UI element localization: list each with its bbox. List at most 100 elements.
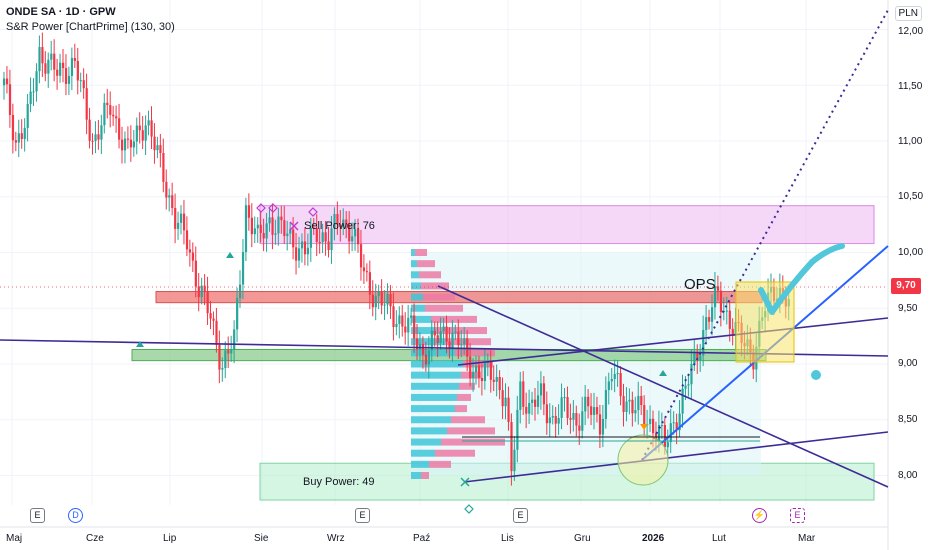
- candle-body: [398, 315, 401, 324]
- candle-body: [289, 229, 292, 234]
- candle-body: [256, 224, 259, 229]
- x-tick-label: Lut: [712, 533, 726, 544]
- candle-body: [168, 195, 171, 198]
- candle-body: [616, 373, 619, 375]
- candle-body: [206, 291, 209, 314]
- candle-body: [239, 284, 242, 299]
- candle-body: [162, 153, 165, 182]
- volume-profile-bar: [423, 293, 455, 301]
- x-tick-label: Sie: [254, 533, 269, 544]
- candle-body: [144, 125, 147, 141]
- candle-body: [584, 396, 587, 412]
- candle-body: [147, 120, 150, 126]
- candle-body: [660, 425, 664, 427]
- candle-body: [262, 233, 265, 239]
- candle-body: [498, 377, 501, 391]
- candle-body: [392, 306, 395, 328]
- candle-body: [11, 114, 15, 141]
- symbol-title[interactable]: ONDE SA · 1D · GPW: [6, 6, 116, 18]
- candle-body: [448, 341, 451, 348]
- volume-profile-bar: [411, 315, 431, 323]
- diamond-marker: [268, 203, 278, 213]
- candle-body: [35, 71, 38, 92]
- indicator-label[interactable]: S&R Power [ChartPrime] (130, 30): [6, 21, 175, 33]
- volume-profile-bar: [411, 338, 445, 346]
- candle-body: [17, 133, 20, 143]
- candle-body: [702, 330, 705, 356]
- candle-body: [669, 423, 672, 443]
- volume-profile-bar: [429, 460, 451, 468]
- volume-profile-bar: [411, 472, 421, 479]
- candle-body: [135, 125, 138, 142]
- candle-body: [548, 417, 551, 424]
- candle-body: [542, 383, 546, 405]
- volume-profile-bar: [455, 349, 495, 357]
- candle-body: [708, 317, 711, 322]
- candle-body: [554, 415, 557, 424]
- volume-profile-bar: [451, 416, 485, 424]
- up-triangle-marker: [136, 341, 144, 347]
- candle-body: [309, 227, 312, 248]
- candle-body: [560, 397, 563, 418]
- candle-body: [545, 404, 548, 424]
- candle-body: [628, 399, 631, 402]
- candle-body: [395, 323, 398, 328]
- y-tick-label: 8,50: [898, 414, 918, 425]
- candle-body: [141, 130, 144, 141]
- candle-body: [215, 320, 218, 345]
- candle-body: [357, 228, 360, 245]
- chart-header: ONDE SA · 1D · GPW S&R Power [ChartPrime…: [6, 5, 175, 35]
- candle-body: [595, 407, 599, 415]
- candle-body: [610, 379, 613, 382]
- candle-body: [197, 286, 200, 298]
- x-marker: [460, 477, 470, 487]
- candle-body: [59, 62, 62, 76]
- lightning-event-icon[interactable]: ⚡: [752, 508, 767, 523]
- candle-body: [324, 232, 327, 242]
- candle-body: [445, 326, 448, 342]
- candle-body: [424, 354, 428, 365]
- candle-body: [439, 331, 442, 343]
- earnings-event-icon[interactable]: E: [513, 508, 528, 523]
- candle-body: [112, 114, 115, 117]
- volume-profile-bar: [411, 327, 437, 335]
- x-tick-label: Paź: [413, 533, 431, 544]
- candle-body: [430, 330, 433, 351]
- volume-profile-bar: [411, 438, 441, 446]
- candle-body: [171, 195, 174, 208]
- earnings-event-icon[interactable]: E: [790, 508, 805, 523]
- currency-badge[interactable]: PLN: [894, 6, 922, 21]
- volume-profile-bar: [441, 438, 505, 446]
- dividend-event-icon[interactable]: D: [68, 508, 83, 523]
- candle-body: [351, 236, 354, 242]
- volume-profile-bar: [425, 304, 463, 312]
- candle-body: [64, 68, 68, 84]
- candle-body: [259, 224, 262, 234]
- candle-body: [407, 317, 410, 333]
- candle-body: [336, 214, 339, 225]
- candle-body: [194, 260, 197, 287]
- up-triangle-marker: [659, 370, 667, 376]
- candle-body: [711, 307, 714, 322]
- candle-body: [185, 230, 189, 250]
- candle-body: [354, 228, 357, 237]
- candle-body: [625, 401, 628, 412]
- candle-body: [587, 396, 590, 407]
- volume-profile-bar: [411, 405, 455, 413]
- earnings-event-icon[interactable]: E: [355, 508, 370, 523]
- candle-body: [477, 365, 481, 378]
- y-tick-label: 12,00: [898, 26, 924, 37]
- candle-body: [684, 385, 687, 389]
- diamond-marker: [256, 203, 266, 213]
- candle-body: [472, 372, 475, 379]
- candle-body: [578, 425, 581, 431]
- down-triangle-marker: [640, 424, 648, 430]
- candle-body: [389, 294, 392, 307]
- candle-body: [516, 409, 519, 450]
- candle-body: [725, 310, 728, 312]
- candle-body: [504, 397, 507, 407]
- candle-body: [469, 356, 472, 379]
- candle-body: [531, 399, 534, 403]
- earnings-event-icon[interactable]: E: [30, 508, 45, 523]
